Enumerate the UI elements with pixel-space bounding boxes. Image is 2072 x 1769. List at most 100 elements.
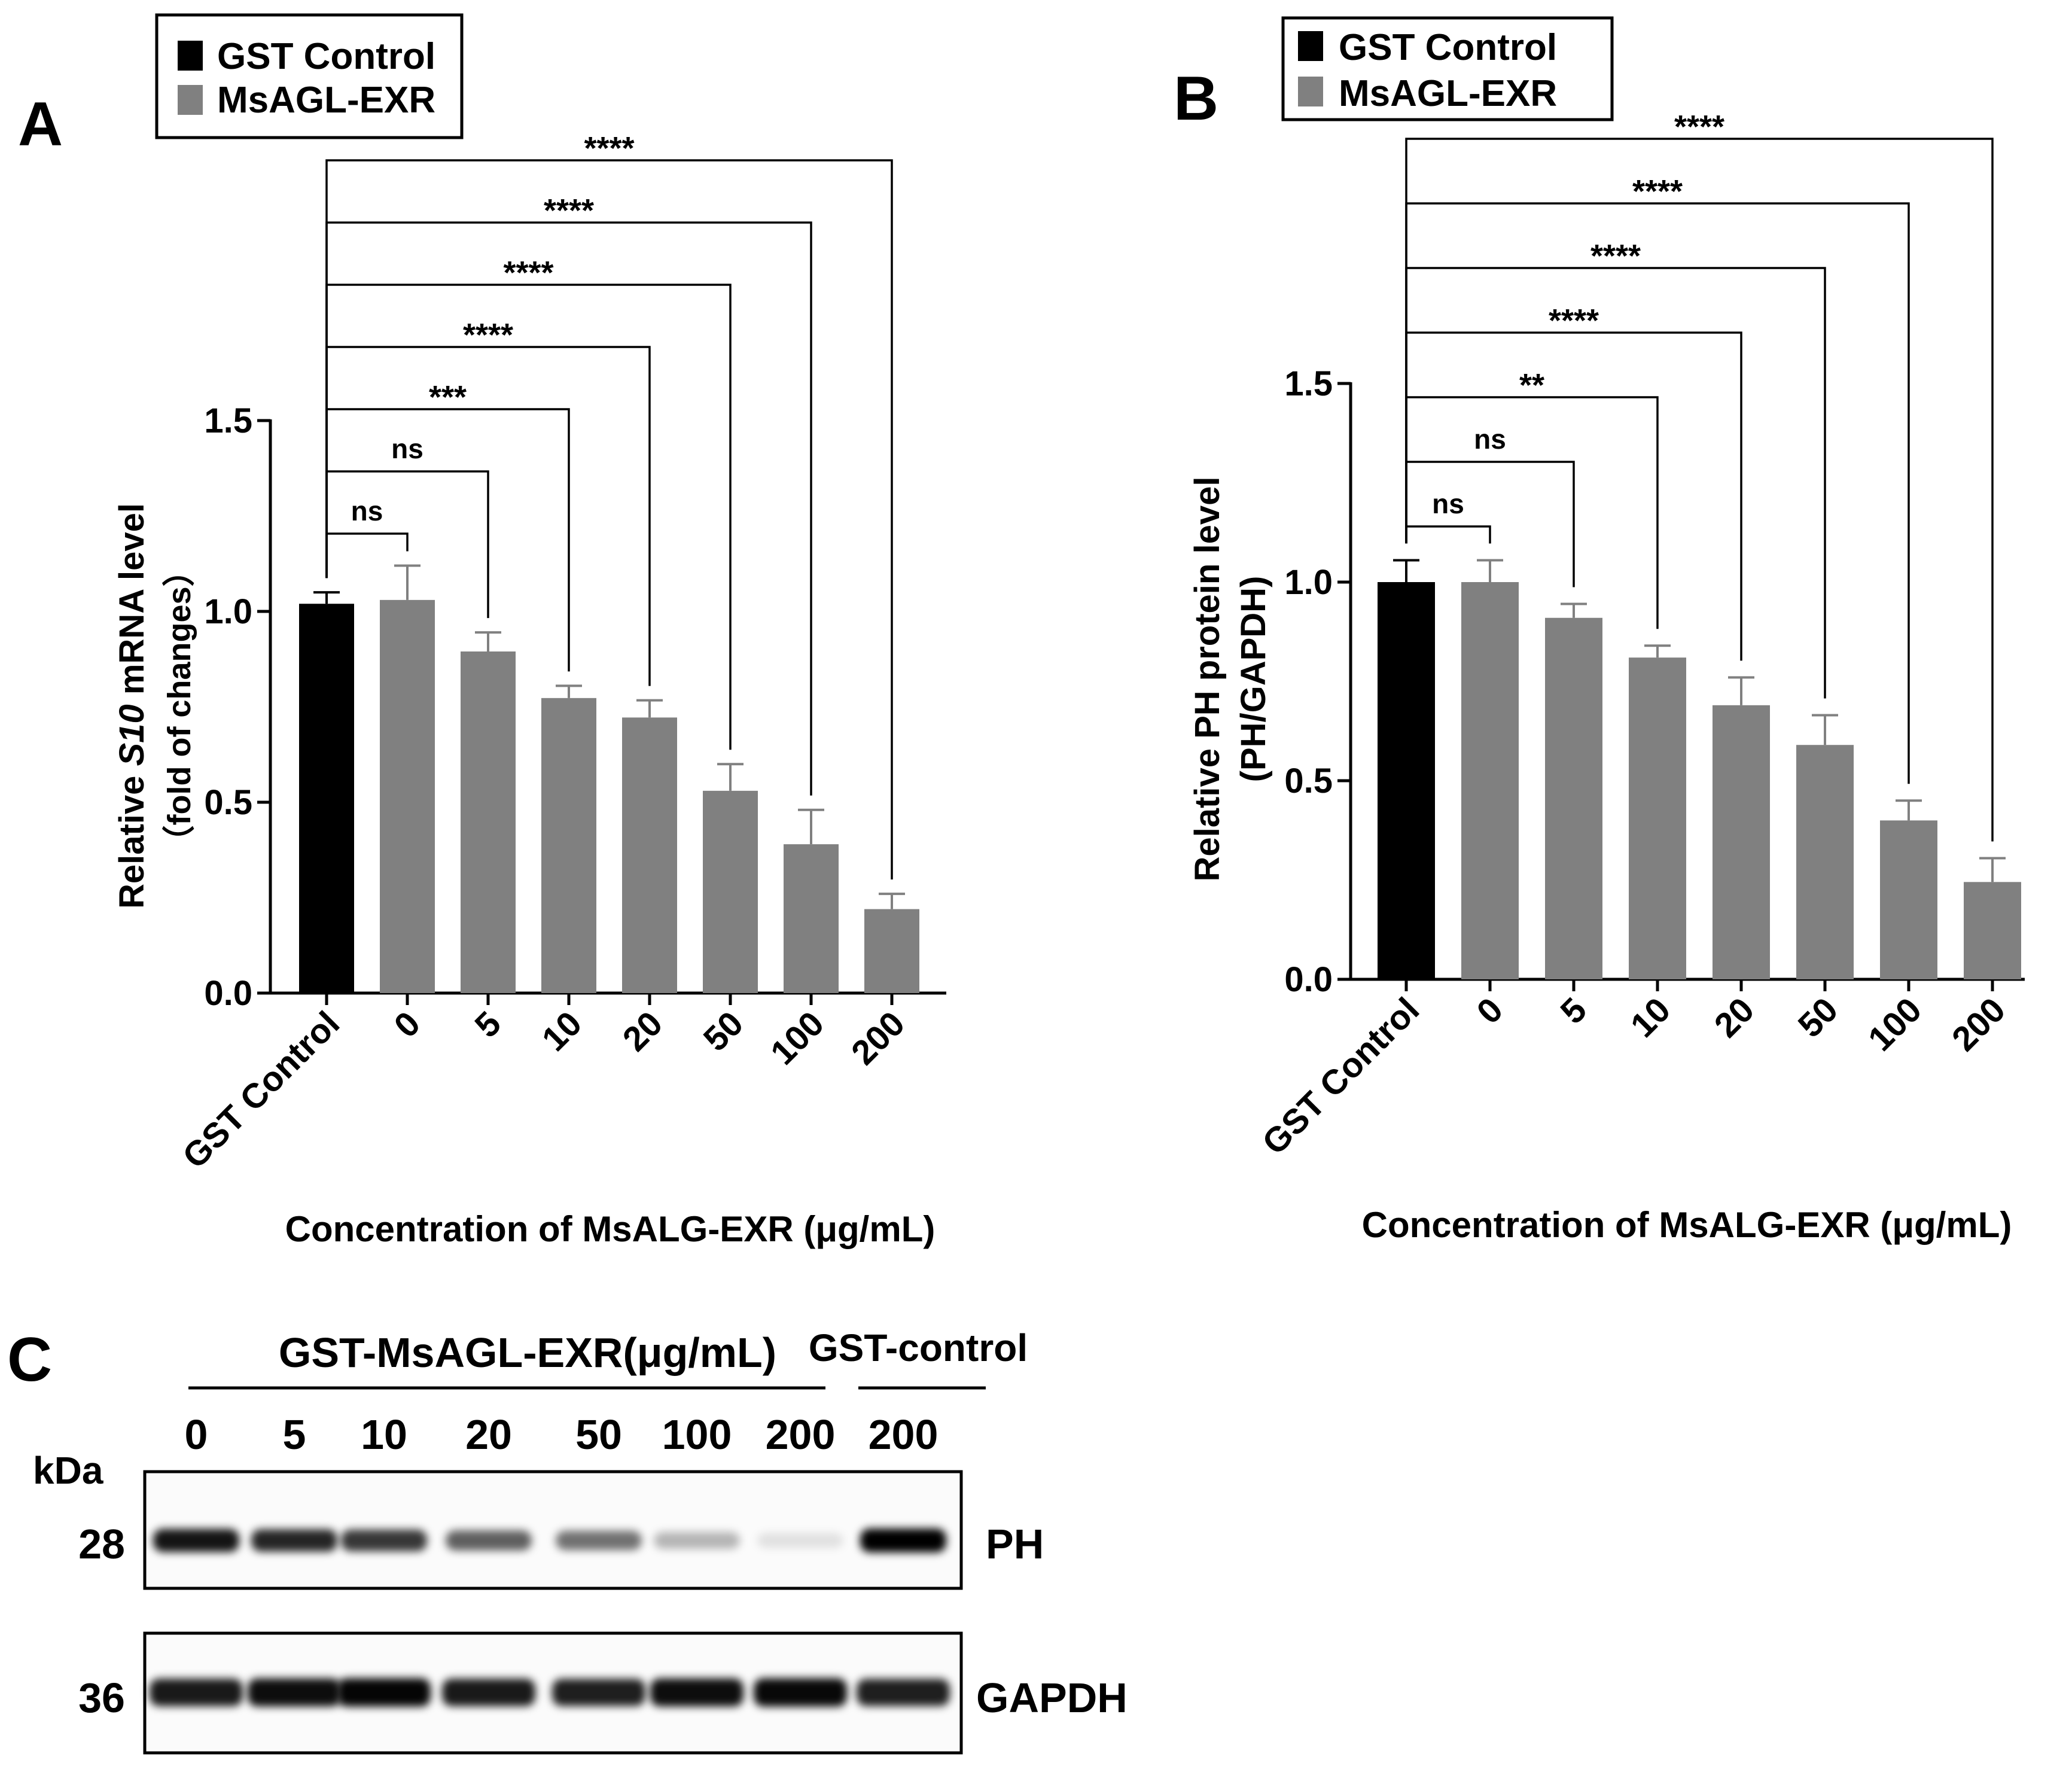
panel-label-a: A — [18, 90, 63, 159]
blot-ph-band — [860, 1529, 946, 1552]
chart-b-sig-label: ** — [1519, 367, 1544, 403]
chart-b-bar — [1545, 617, 1602, 979]
chart-b-bar — [1629, 657, 1686, 979]
western-blot: GST-MsAGL-EXR(μg/mL) GST-control kDa 28 … — [33, 1326, 1128, 1755]
blot-ph-band — [654, 1531, 740, 1549]
chart-a-ylabel-line1: Relative S10 mRNA level — [112, 503, 151, 909]
chart-b-bar — [1796, 745, 1854, 979]
chart-a-sig-label: *** — [429, 379, 467, 415]
chart-b-sig-label: **** — [1549, 303, 1599, 339]
blot-lane-label: 5 — [283, 1411, 306, 1458]
chart-b-xtick-label: 5 — [1553, 990, 1594, 1031]
chart-a-sig-bracket — [325, 532, 409, 578]
chart-a-ytick-label: 1.5 — [204, 401, 252, 440]
chart-b-bar — [1880, 820, 1937, 979]
blot-gapdh-band — [552, 1679, 645, 1706]
blot-control-header: GST-control — [809, 1326, 1028, 1369]
blot-gapdh-band — [754, 1678, 847, 1707]
blot-lane-label: 200 — [869, 1411, 939, 1458]
chart-b-sig-bracket — [1405, 525, 1491, 544]
chart-b-bar — [1964, 882, 2021, 979]
blot-gapdh-band — [337, 1678, 431, 1707]
chart-b-sig-label: **** — [1590, 238, 1641, 274]
blot-lane-label: 50 — [575, 1411, 622, 1458]
blot-ph-label: PH — [986, 1521, 1044, 1567]
blot-lane-label: 10 — [361, 1411, 407, 1458]
chart-b-xtick-label: 0 — [1469, 990, 1510, 1031]
chart-b-xtick-label: 200 — [1945, 990, 2013, 1058]
chart-b-ytick-label: 1.5 — [1284, 364, 1333, 403]
legend-b-control-label: GST Control — [1339, 27, 1557, 68]
chart-b-sig-label: **** — [1632, 173, 1683, 209]
blot-gapdh-band — [150, 1679, 243, 1706]
legend-a: GST Control MsAGL-EXR — [155, 13, 464, 139]
chart-b-bar — [1713, 705, 1770, 979]
blot-ph-band — [757, 1533, 843, 1548]
chart-a: 0.0 0.5 1.0 1.5 GST Control 0 5 10 20 50 100 200 nsn… — [112, 130, 946, 1249]
chart-a-sig-label: ns — [351, 495, 383, 526]
chart-a-xlabel: Concentration of MsALG-EXR (μg/mL) — [285, 1209, 936, 1249]
chart-b-sig-label: ns — [1432, 488, 1464, 519]
chart-b: 0.0 0.5 1.0 1.5 GST Control 0 5 10 20 50 100 200 ns n… — [1188, 109, 2025, 1245]
chart-b-xtick-label: 20 — [1707, 990, 1762, 1045]
chart-a-ylabel-gene: S10 — [112, 704, 151, 766]
blot-ph-kda: 28 — [78, 1521, 125, 1567]
blot-gapdh-band — [857, 1679, 950, 1706]
chart-a-bar — [703, 790, 758, 993]
chart-a-bar — [622, 717, 677, 993]
chart-a-xtick-label: GST Control — [175, 1004, 347, 1176]
chart-b-sig-label: ns — [1474, 424, 1506, 455]
legend-b-control-swatch — [1298, 31, 1323, 61]
chart-a-xtick-label: 200 — [844, 1004, 912, 1072]
blot-lane-label: 200 — [766, 1411, 836, 1458]
legend-a-treatment-swatch — [178, 85, 203, 115]
legend-b-treatment-swatch — [1298, 77, 1323, 106]
chart-a-xtick-label: 5 — [467, 1004, 508, 1045]
blot-ph-band — [446, 1530, 532, 1551]
legend-b-treatment-label: MsAGL-EXR — [1339, 73, 1557, 114]
legend-a-control-swatch — [178, 41, 203, 71]
blot-ph-band — [153, 1529, 239, 1552]
blot-kda-label: kDa — [33, 1449, 103, 1492]
chart-b-marks: 0.0 0.5 1.0 1.5 GST Control 0 5 10 20 50 100 200 ns n… — [1255, 109, 2025, 1162]
chart-b-bar — [1378, 582, 1435, 979]
chart-b-ylabel-line1: Relative PH protein level — [1188, 477, 1227, 882]
chart-b-xlabel: Concentration of MsALG-EXR (μg/mL) — [1362, 1205, 2012, 1245]
chart-b-sig-bracket — [1405, 138, 1994, 842]
chart-a-marks: 0.0 0.5 1.0 1.5 GST Control 0 5 10 20 50 100 200 nsn… — [175, 130, 946, 1176]
legend-a-control-label: GST Control — [217, 36, 435, 77]
chart-a-sig-bracket — [325, 408, 570, 672]
blot-gapdh-band — [442, 1679, 535, 1706]
chart-a-xtick-label: 100 — [763, 1004, 831, 1072]
chart-a-bar — [864, 909, 919, 993]
chart-b-xtick-label: GST Control — [1255, 990, 1427, 1162]
blot-lane-label: 100 — [662, 1411, 732, 1458]
chart-b-xtick-label: 100 — [1861, 990, 1929, 1058]
chart-a-xtick-label: 50 — [696, 1004, 751, 1059]
chart-a-sig-label: **** — [503, 255, 553, 291]
blot-gapdh-band — [650, 1678, 744, 1707]
blot-ph-band — [556, 1530, 642, 1551]
chart-a-ylabel-line2: （fold of changes） — [162, 554, 197, 857]
chart-b-ytick-label: 1.0 — [1284, 563, 1333, 602]
blot-gapdh-band — [248, 1678, 341, 1707]
chart-a-bar — [380, 599, 435, 993]
chart-a-ylabel-suffix: mRNA level — [112, 503, 151, 704]
chart-b-ytick-label: 0.0 — [1284, 960, 1333, 999]
chart-a-sig-bracket — [325, 159, 893, 880]
chart-b-xtick-label: 10 — [1623, 990, 1678, 1045]
chart-b-xtick-label: 50 — [1791, 990, 1846, 1045]
chart-a-ytick-label: 0.5 — [204, 783, 252, 822]
chart-a-ylabel-prefix: Relative — [112, 766, 151, 909]
chart-a-sig-label: **** — [544, 193, 594, 229]
chart-a-sig-label: **** — [463, 317, 513, 353]
chart-a-xtick-label: 0 — [386, 1004, 428, 1045]
chart-b-ylabel-line2: (PH/GAPDH) — [1234, 576, 1273, 782]
chart-a-bar — [461, 651, 516, 993]
blot-lanes: 0 5 10 20 50 100 200 200 — [150, 1411, 950, 1707]
chart-a-xtick-label: 10 — [535, 1004, 590, 1059]
blot-lane-label: 20 — [465, 1411, 512, 1458]
legend-b: GST Control MsAGL-EXR — [1281, 16, 1614, 121]
chart-a-sig-label: **** — [584, 130, 634, 166]
